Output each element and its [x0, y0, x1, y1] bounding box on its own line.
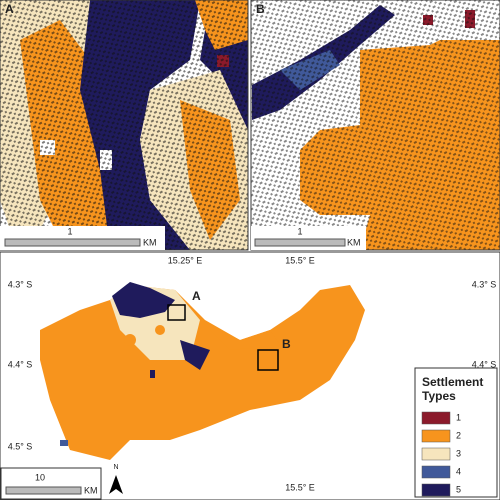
lat-label: 4.5° S	[8, 441, 33, 451]
legend-swatch	[421, 411, 451, 425]
north-arrow	[109, 475, 123, 494]
panel-b-map	[251, 0, 500, 250]
scale-unit: KM	[143, 237, 157, 247]
scale-value: 10	[35, 472, 45, 482]
lat-label: 4.4° S	[8, 359, 33, 369]
lat-label: 4.3° S	[8, 279, 33, 289]
panel-b-frame	[250, 0, 500, 251]
lon-label: 15.5° E	[285, 255, 315, 265]
panel-label: B	[256, 2, 265, 16]
scale-bar	[5, 486, 82, 495]
legend-label: 5	[456, 484, 461, 494]
panel-a-map	[0, 0, 248, 250]
legend-swatch	[421, 465, 451, 479]
legend-label: 1	[456, 412, 461, 422]
legend-label: 2	[456, 430, 461, 440]
legend-label: 4	[456, 466, 461, 476]
scale-unit: KM	[84, 485, 98, 495]
inset-label: A	[192, 289, 201, 303]
legend: Settlement Types 1 2 3 4 5	[414, 367, 498, 498]
legend-label: 3	[456, 448, 461, 458]
scale-bar	[4, 238, 141, 247]
legend-swatch	[421, 447, 451, 461]
lon-label: 15.5° E	[285, 482, 315, 492]
legend-swatch	[421, 429, 451, 443]
legend-swatch	[421, 483, 451, 497]
north-label: N	[113, 464, 118, 471]
scale-bar	[254, 238, 346, 247]
lat-label: 4.3° S	[472, 279, 497, 289]
scale-value: 1	[67, 226, 72, 236]
panel-label: A	[5, 2, 14, 16]
lon-label: 15.25° E	[168, 255, 203, 265]
legend-title: Settlement Types	[422, 375, 483, 403]
lat-label: 4.4° S	[472, 359, 497, 369]
inset-label: B	[282, 337, 291, 351]
scale-value: 1	[297, 226, 302, 236]
scale-unit: KM	[347, 237, 361, 247]
